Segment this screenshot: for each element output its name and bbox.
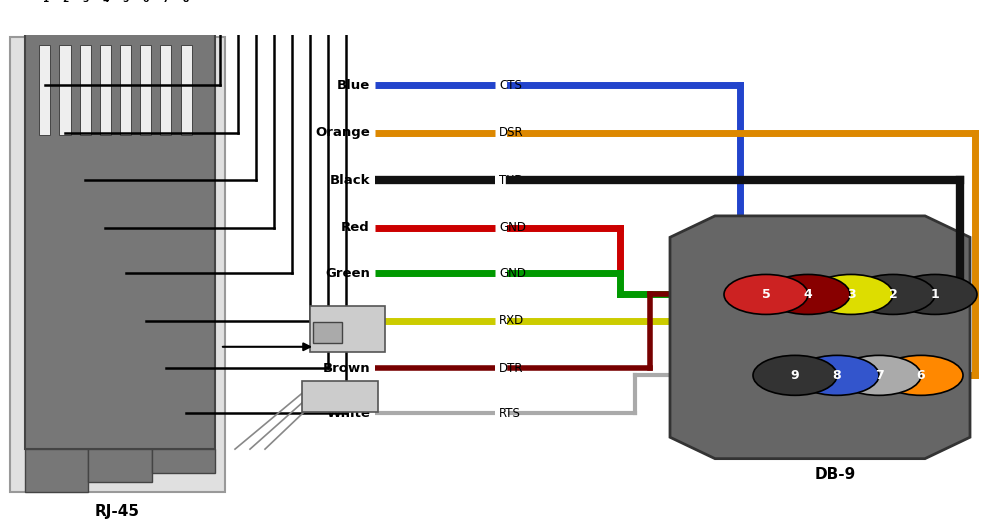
Bar bbox=[39, 45, 50, 135]
Circle shape bbox=[795, 355, 879, 395]
Text: 4: 4 bbox=[102, 0, 109, 4]
Circle shape bbox=[851, 275, 935, 315]
Text: DTR: DTR bbox=[499, 362, 524, 375]
Circle shape bbox=[809, 275, 893, 315]
Text: RXD: RXD bbox=[499, 314, 524, 327]
Bar bbox=[59, 45, 71, 135]
Circle shape bbox=[837, 355, 921, 395]
Text: Black: Black bbox=[330, 174, 370, 187]
Text: 9: 9 bbox=[791, 369, 799, 382]
Bar bbox=[181, 45, 192, 135]
Text: Yellow: Yellow bbox=[322, 314, 370, 327]
Text: CTS: CTS bbox=[499, 79, 522, 92]
Text: Brown: Brown bbox=[322, 362, 370, 375]
FancyBboxPatch shape bbox=[313, 322, 342, 343]
Text: GND: GND bbox=[499, 222, 526, 235]
Circle shape bbox=[879, 355, 963, 395]
Text: RJ-45: RJ-45 bbox=[95, 504, 140, 519]
Text: Green: Green bbox=[325, 267, 370, 280]
Text: 6: 6 bbox=[143, 0, 149, 4]
Bar bbox=[80, 45, 91, 135]
Text: RTS: RTS bbox=[499, 407, 521, 420]
Text: Red: Red bbox=[341, 222, 370, 235]
Text: 7: 7 bbox=[875, 369, 883, 382]
Text: 5: 5 bbox=[762, 288, 770, 301]
Polygon shape bbox=[670, 216, 970, 459]
Text: 1: 1 bbox=[42, 0, 48, 4]
Bar bbox=[100, 45, 111, 135]
Text: 7: 7 bbox=[163, 0, 169, 4]
Bar bbox=[120, 45, 131, 135]
Circle shape bbox=[766, 275, 850, 315]
Text: Orange: Orange bbox=[315, 126, 370, 139]
Text: 2: 2 bbox=[62, 0, 68, 4]
Bar bbox=[152, 449, 215, 473]
Text: 5: 5 bbox=[122, 0, 129, 4]
Text: 4: 4 bbox=[804, 288, 812, 301]
Text: Blue: Blue bbox=[337, 79, 370, 92]
Text: 1: 1 bbox=[931, 288, 939, 301]
Text: DB-9: DB-9 bbox=[814, 467, 856, 483]
FancyBboxPatch shape bbox=[310, 306, 385, 352]
Bar bbox=[88, 449, 152, 483]
Text: 8: 8 bbox=[183, 0, 189, 4]
Bar bbox=[10, 37, 225, 492]
Text: 6: 6 bbox=[917, 369, 925, 382]
Text: 8: 8 bbox=[833, 369, 841, 382]
Circle shape bbox=[893, 275, 977, 315]
Bar bbox=[160, 45, 171, 135]
Text: 3: 3 bbox=[82, 0, 88, 4]
Bar bbox=[25, 449, 88, 492]
Text: TXD: TXD bbox=[499, 174, 523, 187]
Text: GND: GND bbox=[499, 267, 526, 280]
Circle shape bbox=[753, 355, 837, 395]
Bar bbox=[25, 30, 215, 449]
Text: 2: 2 bbox=[889, 288, 897, 301]
Bar bbox=[140, 45, 151, 135]
Text: 3: 3 bbox=[847, 288, 855, 301]
Text: White: White bbox=[326, 407, 370, 420]
Circle shape bbox=[724, 275, 808, 315]
FancyBboxPatch shape bbox=[302, 381, 378, 412]
Text: DSR: DSR bbox=[499, 126, 524, 139]
